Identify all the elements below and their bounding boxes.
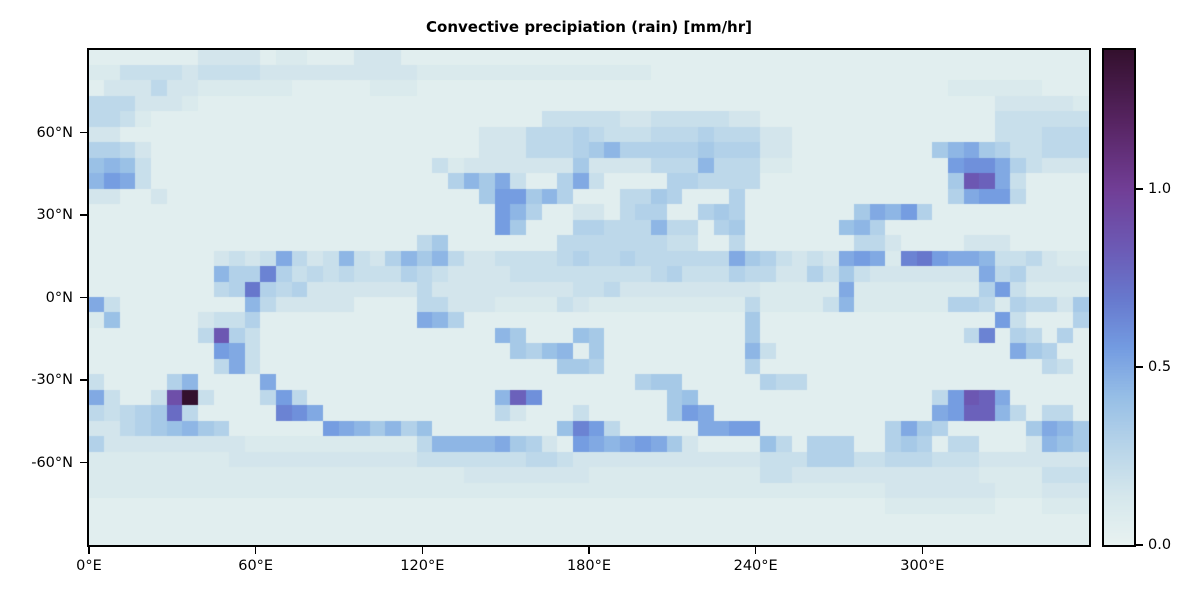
y-tick-label: -60°N [31,454,73,471]
x-tick-mark [754,547,757,554]
colorbar-tick-mark [1136,366,1143,368]
x-tick-mark [588,547,590,554]
colorbar-canvas [1104,50,1134,545]
colorbar-tick-mark [1136,188,1143,190]
colorbar-tick-mark [1136,544,1143,546]
chart-title: Convective precipiation (rain) [mm/hr] [426,18,752,36]
colorbar [1104,50,1134,545]
x-tick-mark [921,547,924,554]
colorbar-tick-label: 0.0 [1148,537,1172,553]
heatmap-canvas [89,50,1089,545]
x-tick-label: 120°E [400,558,445,574]
y-tick-mark [80,461,87,464]
x-tick-label: 240°E [733,558,778,574]
y-tick-mark [80,379,87,381]
y-tick-label: 0°N [45,289,73,306]
heatmap-plot-area [89,50,1089,545]
y-tick-mark [80,296,87,299]
y-tick-label: 30°N [36,207,73,223]
x-tick-label: 60°E [238,558,274,574]
colorbar-tick-label: 0.5 [1148,358,1172,375]
y-tick-label: -30°N [31,372,73,388]
x-tick-mark [421,547,424,554]
y-tick-mark [80,131,87,134]
colorbar-tick-label: 1.0 [1148,180,1172,197]
y-tick-label: 60°N [36,124,73,141]
x-tick-mark [88,547,90,554]
x-tick-mark [254,547,257,554]
x-tick-label: 300°E [900,558,945,574]
y-tick-mark [80,214,87,216]
x-tick-label: 0°E [76,558,102,574]
x-tick-label: 180°E [566,558,612,574]
